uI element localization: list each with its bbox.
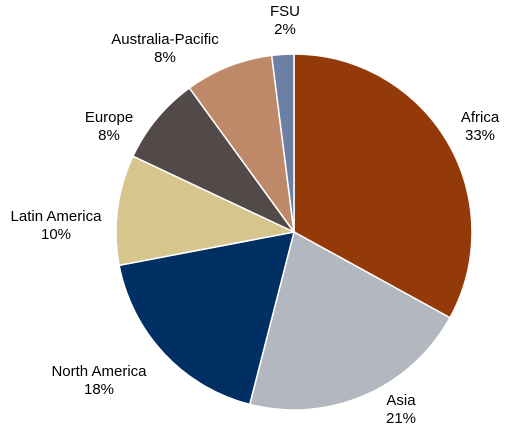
- pie-slice-australia-pacific: [188, 54, 295, 233]
- pie-slice-north-america: [118, 231, 296, 406]
- slice-label-europe: Europe: [85, 109, 133, 126]
- slice-value-label-north-america: 18%: [84, 381, 114, 398]
- pie-slice-latin-america: [115, 155, 297, 267]
- slice-label-fsu: FSU: [270, 3, 300, 20]
- slice-label-north-america: North America: [51, 363, 147, 380]
- slice-value-label-asia: 21%: [386, 410, 416, 427]
- slice-value-label-australia-pacific: 8%: [154, 49, 176, 66]
- pie-slice-africa: [293, 53, 473, 319]
- slice-value-label-africa: 33%: [465, 127, 495, 144]
- pie-slice-fsu: [270, 53, 295, 233]
- slice-label-africa: Africa: [461, 109, 500, 126]
- slice-label-australia-pacific: Australia-Pacific: [111, 31, 219, 48]
- pie-slices: [115, 53, 473, 411]
- slice-value-label-fsu: 2%: [274, 21, 296, 38]
- pie-slice-asia: [248, 230, 452, 411]
- pie-slice-europe: [131, 86, 295, 233]
- slice-label-latin-america: Latin America: [11, 208, 103, 225]
- slice-label-asia: Asia: [386, 392, 416, 409]
- slice-value-label-latin-america: 10%: [41, 226, 71, 243]
- slice-value-label-europe: 8%: [98, 127, 120, 144]
